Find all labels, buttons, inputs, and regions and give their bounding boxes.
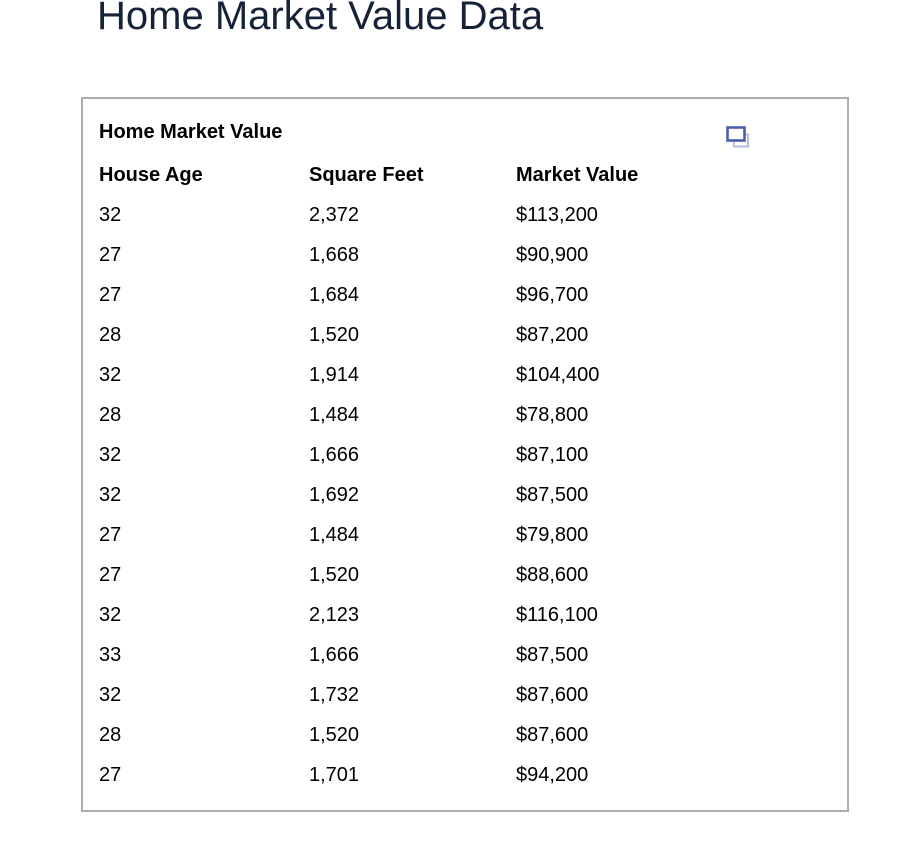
table-cell: 27	[99, 563, 122, 586]
table-header-row: House Age Square Feet Market Value	[99, 155, 739, 195]
table-cell: 27	[99, 283, 122, 306]
table-cell: 1,692	[309, 483, 360, 506]
table-cell: 2,372	[309, 203, 360, 226]
table-row: 33 1,666 $87,500	[99, 635, 739, 675]
table-row: 28 1,520 $87,600	[99, 715, 739, 755]
table-cell: 1,666	[309, 643, 360, 666]
table-row: 32 2,372 $113,200	[99, 195, 739, 235]
table-cell: $96,700	[516, 283, 589, 306]
page-title: Home Market Value Data	[97, 0, 544, 38]
table-cell: 1,732	[309, 683, 360, 706]
table-cell: $87,500	[516, 483, 589, 506]
table-cell: 1,484	[309, 523, 360, 546]
table-row: 32 1,732 $87,600	[99, 675, 739, 715]
table-cell: $87,600	[516, 683, 589, 706]
table-row: 27 1,701 $94,200	[99, 755, 739, 795]
table-cell: 1,520	[309, 323, 360, 346]
table-cell: 28	[99, 323, 122, 346]
table-cell: 1,666	[309, 443, 360, 466]
table-cell: $90,900	[516, 243, 589, 266]
table-cell: 1,914	[309, 363, 360, 386]
table-cell: 27	[99, 763, 122, 786]
table-cell: 1,668	[309, 243, 360, 266]
table-cell: 27	[99, 243, 122, 266]
table-cell: $87,600	[516, 723, 589, 746]
table-cell: $88,600	[516, 563, 589, 586]
table-cell: 32	[99, 203, 122, 226]
table-cell: 1,520	[309, 723, 360, 746]
column-header-square-feet: Square Feet	[309, 163, 424, 186]
table-cell: $104,400	[516, 363, 600, 386]
table-cell: 1,701	[309, 763, 360, 786]
table-cell: 32	[99, 483, 122, 506]
table-cell: $113,200	[516, 203, 598, 226]
panel-title: Home Market Value	[99, 121, 283, 143]
table-cell: 33	[99, 643, 122, 666]
table-cell: 32	[99, 363, 122, 386]
table-row: 28 1,484 $78,800	[99, 395, 739, 435]
table-cell: 1,684	[309, 283, 360, 306]
report-panel: Home Market Value House Age Square Feet …	[81, 97, 849, 812]
table-cell: 2,123	[309, 603, 360, 626]
table-cell: $94,200	[516, 763, 589, 786]
table-cell: 28	[99, 723, 122, 746]
table-cell: 1,484	[309, 403, 360, 426]
table-row: 27 1,684 $96,700	[99, 275, 739, 315]
table-cell: 27	[99, 523, 122, 546]
column-header-market-value: Market Value	[516, 163, 639, 186]
duplicate-icon[interactable]	[726, 126, 750, 150]
table-cell: $79,800	[516, 523, 589, 546]
table-cell: 1,520	[309, 563, 360, 586]
table-row: 32 2,123 $116,100	[99, 595, 739, 635]
table-cell: $87,500	[516, 643, 589, 666]
table-row: 27 1,484 $79,800	[99, 515, 739, 555]
table-cell: $87,100	[516, 443, 589, 466]
table-cell: $116,100	[516, 603, 598, 626]
table-cell: 32	[99, 683, 122, 706]
table-cell: $87,200	[516, 323, 589, 346]
table-row: 27 1,520 $88,600	[99, 555, 739, 595]
table-row: 27 1,668 $90,900	[99, 235, 739, 275]
table-cell: 32	[99, 603, 122, 626]
table-body: 32 2,372 $113,200 27 1,668 $90,900 27 1,684 $96,…	[99, 195, 739, 795]
data-table: House Age Square Feet Market Value 32 2,3…	[99, 155, 739, 795]
table-row: 32 1,666 $87,100	[99, 435, 739, 475]
table-row: 32 1,914 $104,400	[99, 355, 739, 395]
table-cell: 28	[99, 403, 122, 426]
table-row: 28 1,520 $87,200	[99, 315, 739, 355]
table-cell: 32	[99, 443, 122, 466]
table-cell: $78,800	[516, 403, 589, 426]
column-header-house-age: House Age	[99, 163, 203, 186]
table-row: 32 1,692 $87,500	[99, 475, 739, 515]
